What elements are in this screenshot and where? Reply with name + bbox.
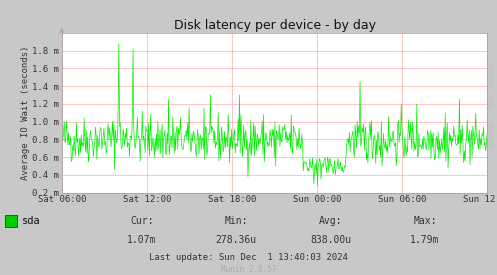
Text: 1.07m: 1.07m bbox=[127, 235, 157, 245]
Text: Cur:: Cur: bbox=[130, 216, 154, 226]
Text: 278.36u: 278.36u bbox=[216, 235, 256, 245]
Text: sda: sda bbox=[22, 216, 41, 226]
Text: Max:: Max: bbox=[413, 216, 437, 226]
Text: Last update: Sun Dec  1 13:40:03 2024: Last update: Sun Dec 1 13:40:03 2024 bbox=[149, 253, 348, 262]
Text: Min:: Min: bbox=[224, 216, 248, 226]
Text: 838.00u: 838.00u bbox=[310, 235, 351, 245]
Text: RRDTOOL / TOBI OETIKER: RRDTOOL / TOBI OETIKER bbox=[490, 63, 495, 146]
Text: Avg:: Avg: bbox=[319, 216, 342, 226]
Text: Munin 2.0.57: Munin 2.0.57 bbox=[221, 265, 276, 274]
Text: 1.79m: 1.79m bbox=[410, 235, 440, 245]
Y-axis label: Average IO Wait (seconds): Average IO Wait (seconds) bbox=[21, 46, 30, 180]
Text: ▲: ▲ bbox=[60, 27, 65, 33]
Title: Disk latency per device - by day: Disk latency per device - by day bbox=[173, 19, 376, 32]
